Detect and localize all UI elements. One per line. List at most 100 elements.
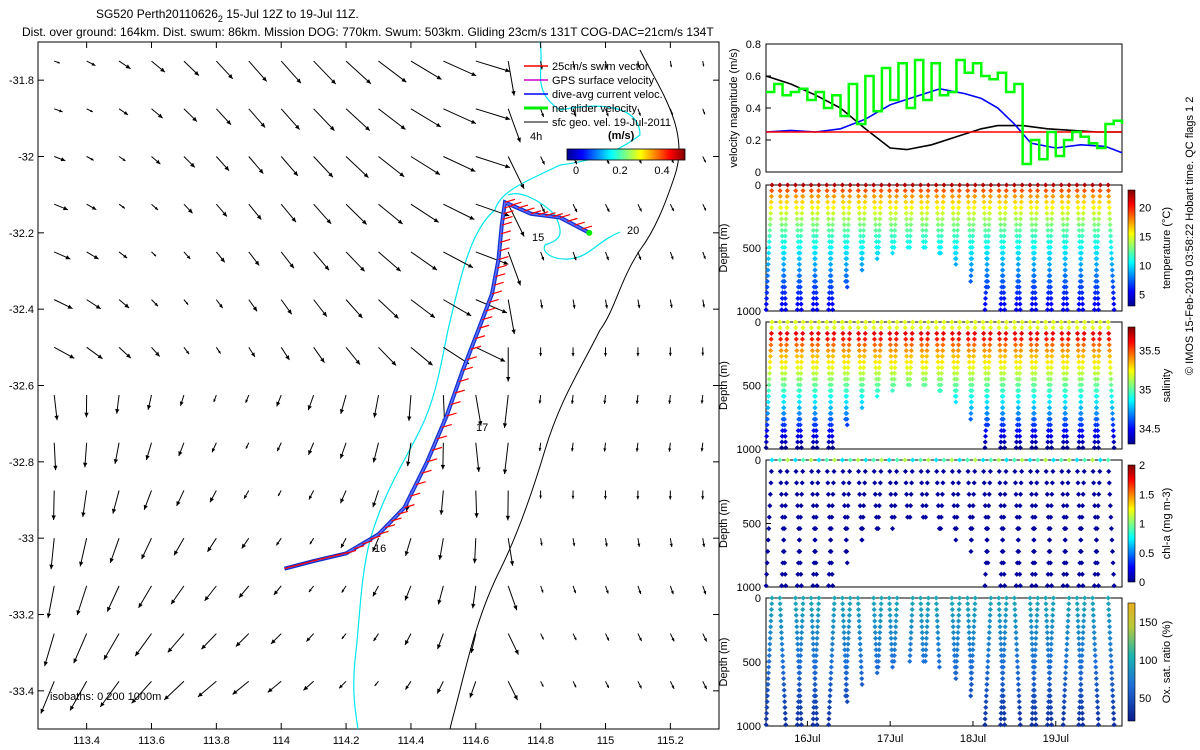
profile-point bbox=[971, 199, 978, 205]
profile-point bbox=[940, 193, 947, 199]
profile-point bbox=[1019, 193, 1025, 199]
map-y-tick-label: -32.8 bbox=[9, 457, 34, 469]
day-label-20: 20 bbox=[627, 225, 639, 237]
profile-point bbox=[768, 205, 774, 211]
profile-point bbox=[766, 250, 772, 256]
geo-vector-head bbox=[670, 256, 674, 260]
profile-point bbox=[861, 210, 868, 216]
profile-point bbox=[1047, 250, 1053, 256]
profile-point bbox=[826, 307, 832, 313]
geo-vector-head bbox=[572, 543, 576, 547]
geo-vector-head bbox=[100, 702, 105, 708]
geo-vector-head bbox=[273, 590, 279, 595]
geo-vector-head bbox=[399, 172, 405, 177]
geo-vector bbox=[410, 108, 442, 128]
colorbar-label: temperature (°C) bbox=[1161, 207, 1173, 289]
profile-point bbox=[1064, 227, 1070, 233]
depth-tick-label: 0 bbox=[755, 317, 761, 329]
swim-vector bbox=[524, 207, 535, 212]
geo-vector-head bbox=[572, 65, 576, 70]
geo-vector-head bbox=[538, 400, 542, 404]
velocity-panel: 0 0.2 0.4 0.6 0.8 velocity magnitude (m/s) bbox=[728, 39, 1124, 179]
profile-point bbox=[1063, 250, 1069, 256]
legend-dive-avg: dive-avg current veloc. bbox=[552, 89, 663, 101]
geo-vector-head bbox=[501, 309, 507, 314]
profile-point bbox=[1060, 307, 1066, 313]
profile-point bbox=[1046, 278, 1052, 284]
geo-vector-head bbox=[97, 354, 103, 359]
date-tick-label: 17Jul bbox=[877, 733, 903, 745]
geo-vector-head bbox=[516, 280, 521, 286]
profile-point bbox=[1050, 199, 1056, 205]
geo-vector-head bbox=[218, 303, 223, 309]
geo-vector-head bbox=[81, 512, 86, 518]
geo-vector-head bbox=[506, 377, 511, 382]
geo-vector-head bbox=[328, 172, 333, 178]
geo-vector-head bbox=[322, 311, 327, 317]
profile-point bbox=[813, 250, 819, 256]
geo-vector-head bbox=[670, 590, 674, 595]
geo-vector-head bbox=[606, 684, 609, 688]
depth-tick-label: 1000 bbox=[737, 306, 761, 318]
swim-vector bbox=[552, 213, 563, 218]
profile-point bbox=[1044, 222, 1051, 228]
colorbar-tick-label: 20 bbox=[1139, 202, 1151, 214]
geo-vector-head bbox=[606, 208, 610, 212]
profile-point bbox=[1058, 188, 1065, 194]
profile-point bbox=[1060, 216, 1066, 222]
depth-label: Depth (m) bbox=[718, 224, 730, 273]
swim-vector bbox=[581, 225, 593, 230]
swim-vector bbox=[458, 378, 469, 383]
depth-tick-label: 0 bbox=[755, 455, 761, 467]
geo-vector bbox=[378, 156, 405, 178]
section-temperature: 0 500 1000 Depth (m) 5 10 15 20 temperature (°C) bbox=[718, 180, 1173, 318]
profile-point bbox=[764, 295, 770, 301]
geo-vector-head bbox=[186, 255, 191, 260]
profile-point bbox=[1035, 188, 1041, 194]
geo-vector-head bbox=[207, 546, 212, 552]
geo-vector-head bbox=[241, 543, 247, 549]
profile-point bbox=[969, 244, 975, 250]
profile-point bbox=[1014, 295, 1020, 301]
profile-point bbox=[878, 199, 884, 205]
profile-point bbox=[966, 210, 972, 216]
profile-point bbox=[781, 250, 787, 256]
geo-vector-head bbox=[267, 687, 273, 693]
geo-vector bbox=[443, 251, 474, 269]
geo-vector-head bbox=[341, 589, 345, 593]
swim-vector bbox=[409, 492, 421, 497]
profile-point bbox=[778, 205, 784, 211]
geo-vector-head bbox=[500, 357, 506, 362]
geo-vector bbox=[73, 633, 88, 664]
geo-vector bbox=[378, 251, 402, 272]
profile-point bbox=[1044, 216, 1050, 222]
geo-vector-head bbox=[540, 304, 544, 309]
profile-point bbox=[765, 267, 771, 273]
geo-vector bbox=[345, 203, 368, 225]
geo-vector-head bbox=[67, 304, 73, 309]
geo-vector-head bbox=[222, 211, 227, 217]
geo-vector bbox=[475, 60, 511, 72]
geo-vector-head bbox=[329, 125, 335, 131]
geo-vector-head bbox=[472, 558, 477, 564]
geo-vector-head bbox=[256, 214, 262, 220]
geo-vector-head bbox=[174, 550, 179, 556]
geo-vector bbox=[443, 299, 472, 317]
profile-point bbox=[1029, 233, 1035, 239]
geo-vector-head bbox=[635, 448, 639, 452]
geo-vector-head bbox=[504, 164, 510, 169]
geo-vector-head bbox=[430, 313, 435, 318]
swim-vector bbox=[415, 481, 426, 486]
geo-vector-head bbox=[605, 65, 608, 69]
geo-vector-head bbox=[43, 661, 48, 667]
profile-point bbox=[1066, 182, 1072, 188]
geo-vector-head bbox=[668, 496, 672, 500]
profile-point bbox=[826, 295, 832, 301]
track-map: 113.4 113.6 113.8 114 114.2 114.4 114.6 114.8 11… bbox=[9, 41, 720, 747]
geo-vector-head bbox=[437, 688, 442, 694]
geo-vector-head bbox=[573, 637, 577, 641]
profile-point bbox=[1066, 188, 1072, 194]
cbar-tick-2: 0.4 bbox=[654, 165, 669, 177]
profile-point bbox=[950, 199, 956, 205]
geo-vector-head bbox=[204, 595, 210, 601]
